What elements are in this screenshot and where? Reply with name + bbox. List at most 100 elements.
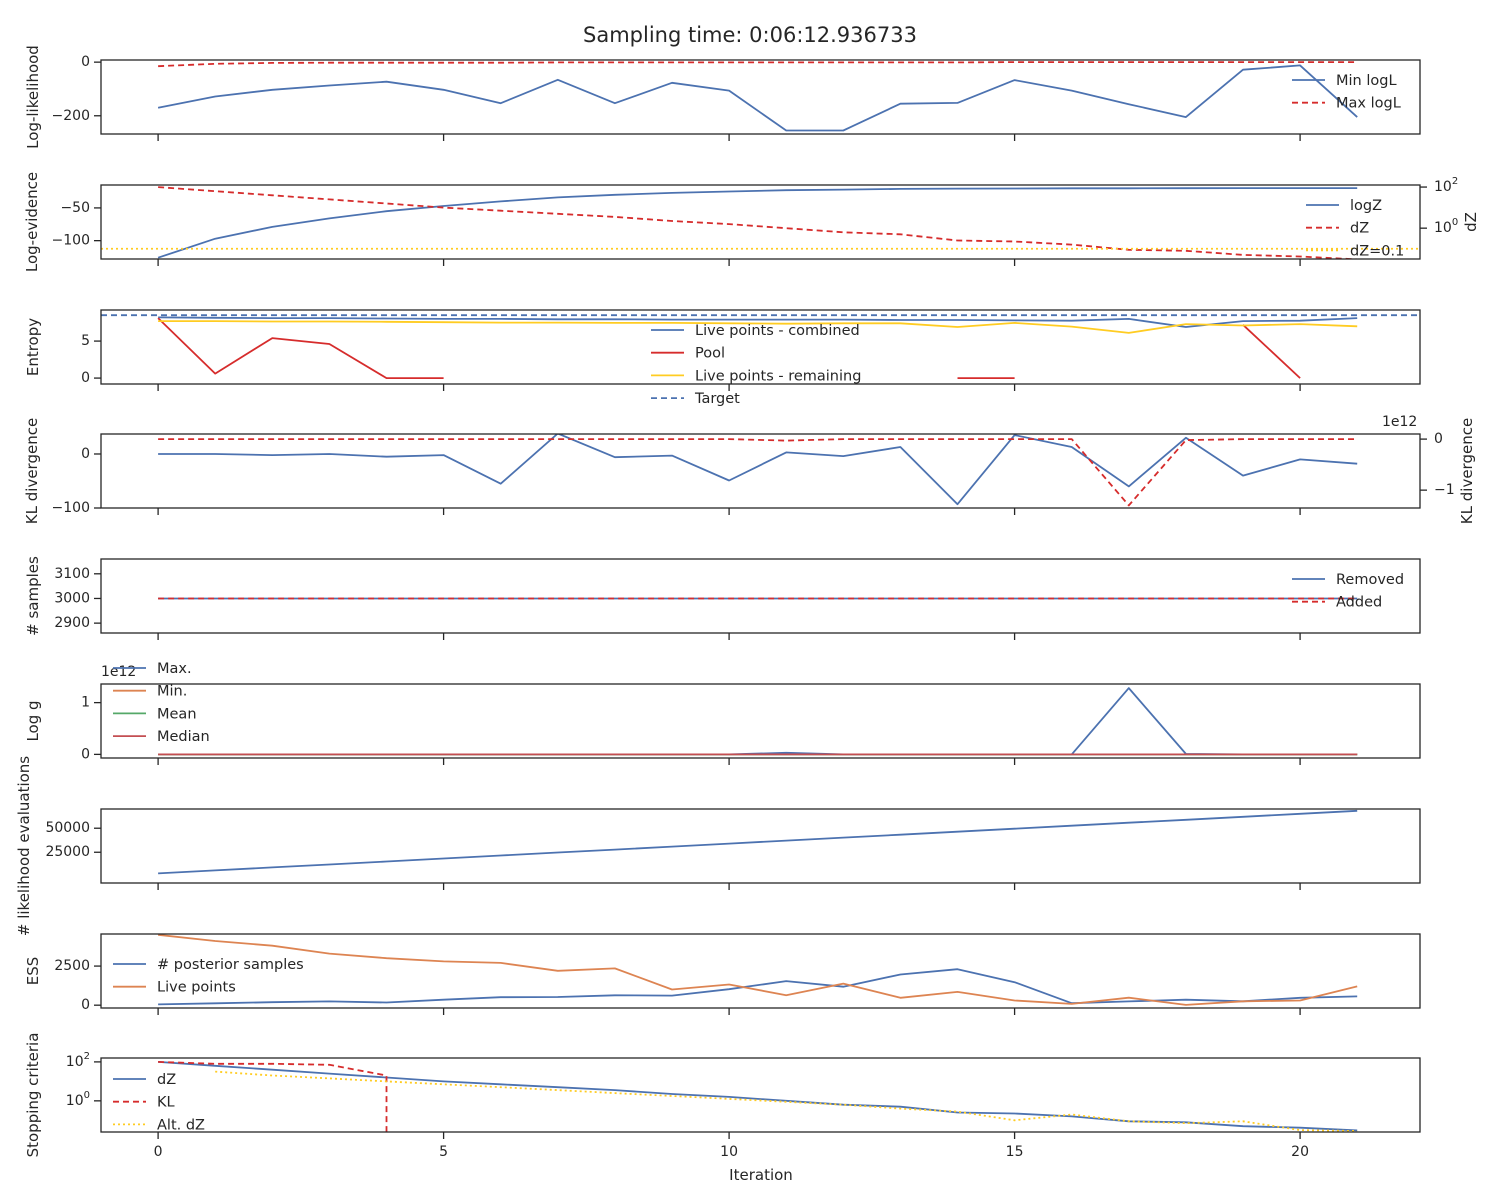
series-kl [158,1061,388,1132]
series-max-logl [158,61,1358,68]
panel-frame [100,184,1421,260]
panel-log-evidence: −50 −100 102 100 Log-evidence dZ logZ dZ dZ=0.1 [23,172,1480,272]
y-tick-label: 3100 [54,566,90,582]
y-tick-label: −100 [52,233,90,249]
y-tick-label: 0 [81,446,90,462]
y-tick-label: 50000 [45,820,90,836]
legend-label: Mean [157,706,197,722]
legend: Removed Added [1292,572,1404,611]
legend-label: Min. [157,684,187,700]
y2-axis-label: KL divergence [1458,418,1476,524]
legend-label: Max. [157,661,192,677]
y-tick-label: 2500 [54,958,90,974]
y-tick-label: 1 [81,695,90,711]
series-max [158,687,1358,756]
y-tick-label: 0 [81,54,90,70]
series-live-points [158,934,1358,1006]
panel-frame [100,1057,1421,1133]
y-tick-label: 0 [81,370,90,386]
legend: # posterior samples Live points [113,957,304,996]
legend: Min logL Max logL [1292,73,1401,112]
panel-frame [100,433,1421,509]
panel-ess: 2500 0 ESS # posterior samples Live points [24,933,1421,1015]
panel-frame [100,933,1421,1009]
legend: dZ KL Alt. dZ [113,1072,205,1133]
series-live-points-combined [158,316,1358,328]
legend-label: Max logL [1336,96,1401,112]
series-alt-dz [215,1070,1358,1132]
plot-area [158,434,1358,507]
legend-label: Live points - combined [695,323,860,339]
series-logz [157,187,1358,259]
series-dz [158,1061,1358,1132]
panel-entropy: 5 0 Entropy Live points - combined Pool Live … [24,309,1421,407]
panel-kl-divergence: 0 −100 0 −1 1e12 KL divergence KL divergence [23,414,1476,524]
legend-label: logZ [1350,198,1382,214]
panel-log-g: 1 0 1e12 Log g Max. Min. Mean Median [24,661,1421,765]
legend-label: Removed [1336,572,1404,588]
x-tick-label: 10 [720,1144,738,1160]
series-min-logl [157,64,1358,132]
panel-n-samples: 3100 3000 2900 # samples Removed Added [24,556,1421,640]
panel-frame [100,59,1421,135]
y2-tick-label: 102 [1434,176,1458,195]
y-axis-label: Log-evidence [23,172,41,272]
legend: logZ dZ dZ=0.1 [1306,198,1404,259]
legend-label: KL [157,1095,175,1111]
legend-label: Median [157,729,210,745]
plot-area [101,186,1420,259]
legend-label: Live points - remaining [695,368,861,384]
legend: Max. Min. Mean Median [113,661,210,745]
y-axis-label: Entropy [24,318,42,376]
plot-area [158,687,1358,756]
y2-axis-label: dZ [1462,212,1480,232]
x-tick-label: 20 [1291,1144,1309,1160]
series-likelihood-evaluations [158,809,1358,875]
y-axis-label: KL divergence [23,418,41,524]
series-posterior-samples [158,968,1358,1006]
legend-label: dZ=0.1 [1350,243,1404,259]
series-live-points-remaining [158,320,1358,334]
y-tick-label: 2900 [54,615,90,631]
legend-label: Target [694,391,740,407]
legend-label: dZ [157,1072,176,1088]
y-axis-label: ESS [24,957,42,986]
y-tick-label: 100 [66,1090,90,1109]
panels: 0 −200 Log-likelihood Min logL Max logL −50 −1… [15,45,1480,1160]
x-tick-label: 5 [439,1144,448,1160]
y-tick-label: 25000 [45,844,90,860]
y-axis-label: Log g [24,700,42,741]
y-axis-label: # likelihood evaluations [15,756,33,936]
y-offset-label: 1e12 [101,664,136,680]
panel-likelihood-evaluations: 50000 25000 # likelihood evaluations [15,756,1421,936]
x-axis-label: Iteration [729,1166,793,1184]
plot-area [158,934,1358,1006]
plot-area [157,61,1358,132]
y-tick-label: −100 [52,500,90,516]
legend-label: Min logL [1336,73,1397,89]
panel-frame [100,808,1421,884]
y-tick-label: −200 [52,108,90,124]
panel-frame [100,683,1421,759]
y2-tick-label: −1 [1434,482,1455,498]
series-pool [157,317,444,380]
legend-label: Added [1336,595,1382,611]
y-axis-label: # samples [24,556,42,636]
y-tick-label: −50 [60,200,90,216]
panel-frame [100,309,1421,385]
y2-offset-label: 1e12 [1382,414,1417,430]
y-tick-label: 0 [81,997,90,1013]
panel-log-likelihood: 0 −200 Log-likelihood Min logL Max logL [24,45,1421,149]
figure-title: Sampling time: 0:06:12.936733 [583,23,917,47]
legend-label: Pool [695,346,725,362]
panel-frame [100,558,1421,634]
series-dz [158,186,1358,259]
legend-label: # posterior samples [157,957,304,973]
y-axis-label: Log-likelihood [24,45,42,149]
legend-label: dZ [1350,221,1369,237]
plot-area [158,809,1358,875]
y-tick-label: 0 [81,746,90,762]
y-tick-label: 5 [81,333,90,349]
